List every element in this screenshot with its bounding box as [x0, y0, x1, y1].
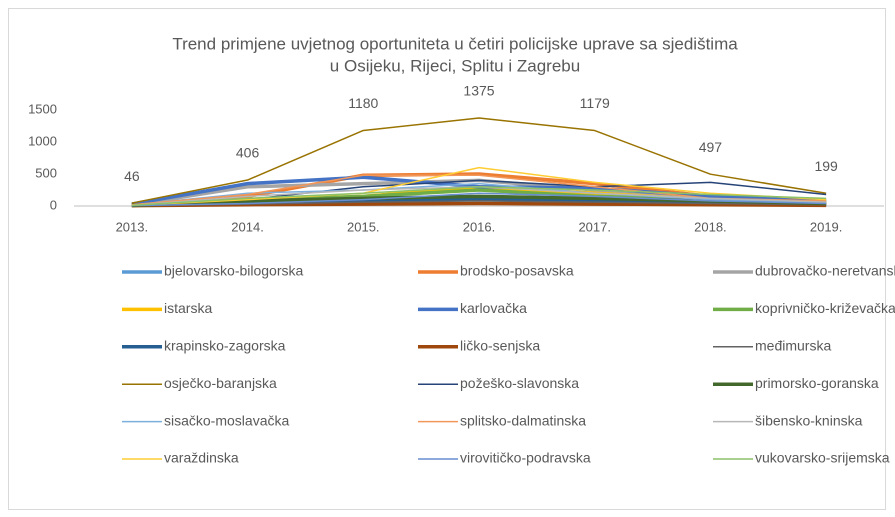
data-label: 1179 [580, 95, 610, 111]
data-label: 199 [814, 158, 838, 174]
legend-label: koprivničko-križevačka [755, 300, 895, 316]
legend-label: primorsko-goranska [755, 375, 879, 391]
series-line [131, 182, 827, 206]
x-tick-label: 2016. [463, 219, 496, 234]
legend-label: krapinsko-zagorska [164, 338, 286, 354]
legend-label: požeško-slavonska [460, 375, 579, 391]
legend-label: karlovačka [460, 300, 527, 316]
legend-label: splitsko-dalmatinska [460, 412, 586, 428]
legend-label: osječko-baranjska [164, 375, 277, 391]
y-tick-label: 1000 [28, 133, 57, 148]
legend-label: dubrovačko-neretvanska [755, 263, 895, 279]
legend-label: vukovarsko-srijemska [755, 450, 890, 466]
series-line [131, 166, 827, 207]
data-label: 1180 [348, 95, 378, 111]
legend-label: bjelovarsko-bilogorska [164, 263, 304, 279]
series-line [131, 192, 827, 207]
data-label: 1375 [463, 83, 494, 99]
x-tick-label: 2017. [578, 219, 611, 234]
x-tick-label: 2019. [810, 219, 843, 234]
legend-label: brodsko-posavska [460, 263, 574, 279]
x-tick-label: 2015. [347, 219, 380, 234]
data-label: 497 [699, 139, 723, 155]
x-tick-label: 2018. [694, 219, 727, 234]
legend-label: virovitičko-podravska [460, 450, 591, 466]
y-tick-label: 500 [35, 165, 57, 180]
y-tick-label: 1500 [28, 101, 57, 116]
chart-title: Trend primjene uvjetnog oportuniteta u č… [172, 34, 738, 53]
legend-label: istarska [164, 300, 212, 316]
legend-label: ličko-senjska [460, 338, 540, 354]
series-line [131, 186, 827, 207]
chart-frame [8, 8, 886, 510]
data-label: 406 [236, 145, 260, 161]
chart-title: u Osijeku, Rijeci, Splitu i Zagrebu [330, 56, 580, 75]
x-tick-label: 2014. [231, 219, 264, 234]
data-label: 46 [124, 168, 140, 184]
y-tick-label: 0 [50, 197, 57, 212]
legend-label: varaždinska [164, 450, 239, 466]
series-line [131, 117, 827, 204]
legend-label: šibensko-kninska [755, 412, 863, 428]
x-tick-label: 2013. [116, 219, 149, 234]
legend-label: međimurska [755, 338, 831, 354]
legend-label: sisačko-moslavačka [164, 412, 289, 428]
